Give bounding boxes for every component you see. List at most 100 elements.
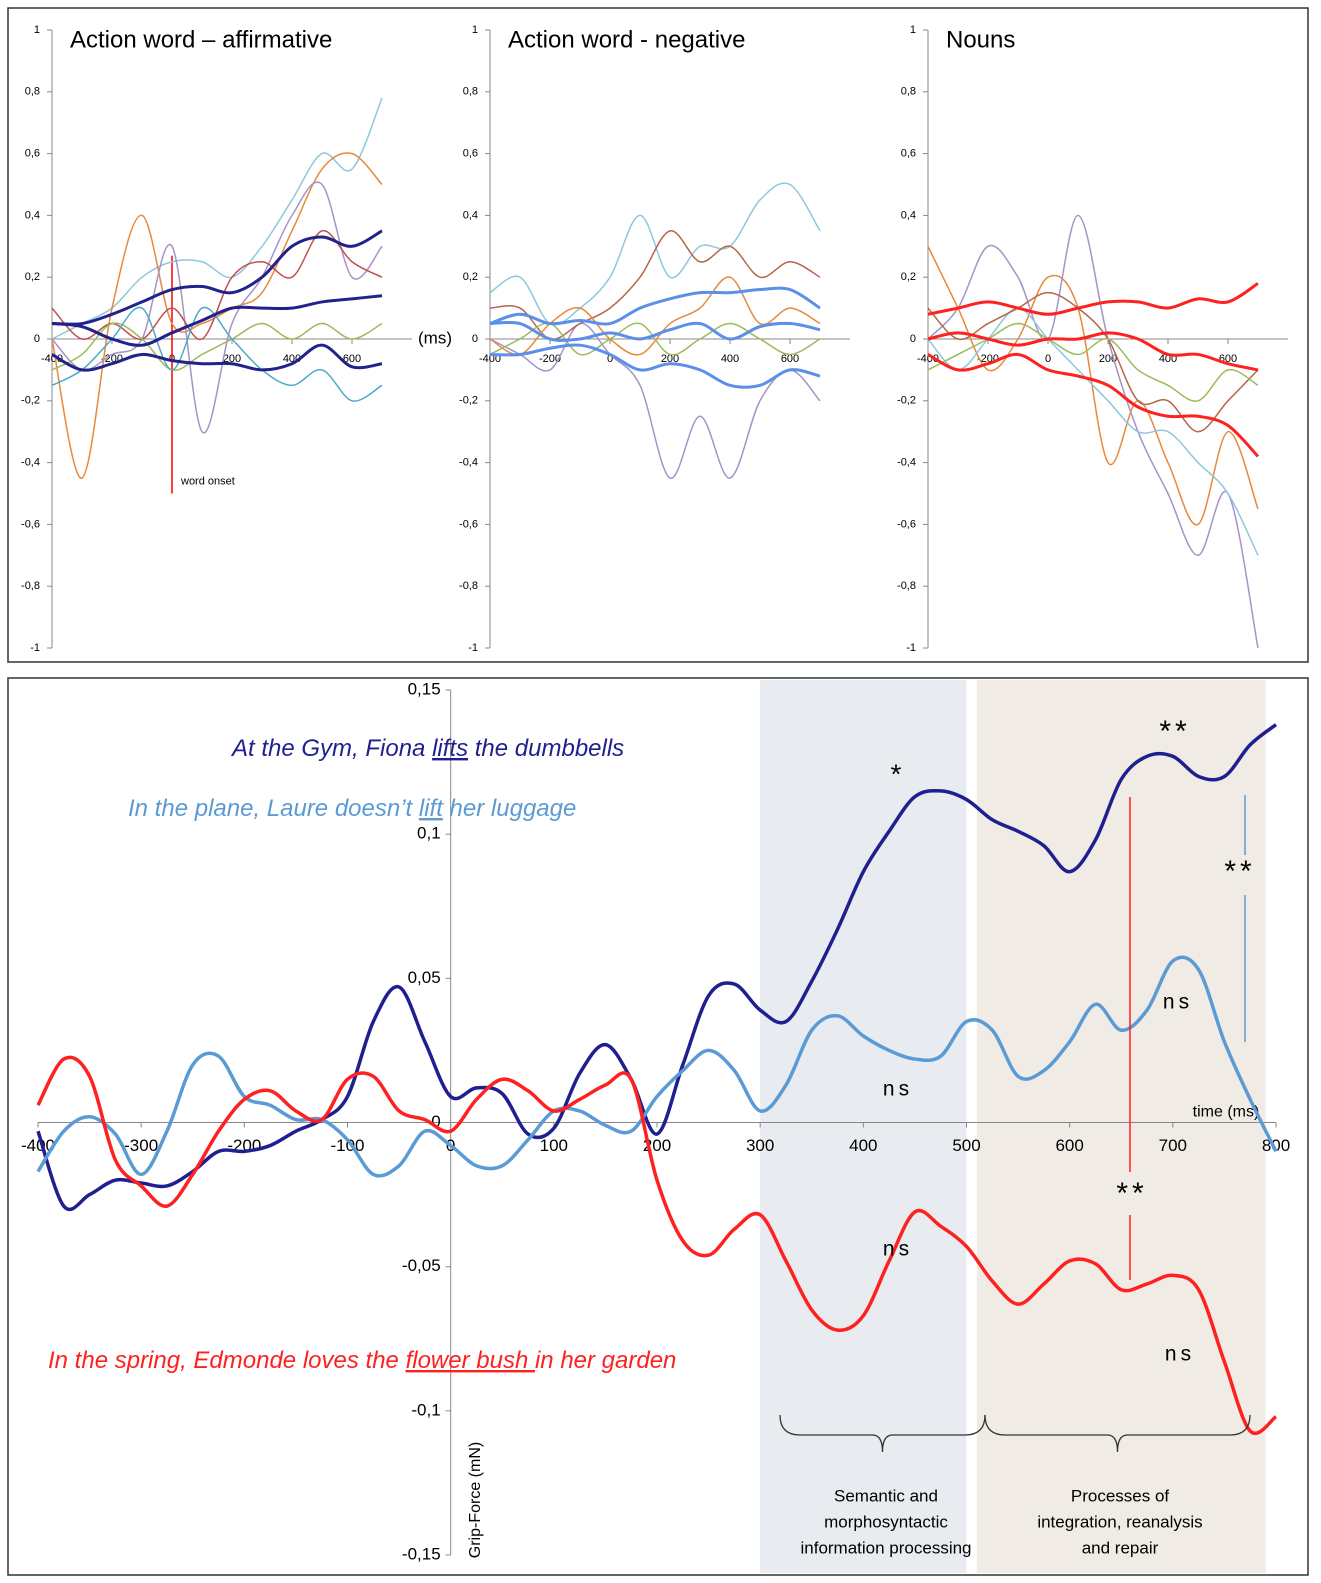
series-line bbox=[489, 276, 821, 356]
series-line bbox=[51, 343, 383, 372]
x-axis-label: time (ms) bbox=[1193, 1104, 1260, 1121]
annotation: ns bbox=[1165, 1343, 1195, 1366]
y-tick-label: 0,2 bbox=[901, 271, 916, 283]
annotation: ** bbox=[1224, 855, 1255, 888]
x-tick-label: -400 bbox=[41, 353, 63, 365]
y-tick-label: -0,1 bbox=[411, 1400, 440, 1419]
y-tick-label: 1 bbox=[472, 24, 478, 36]
series-line bbox=[927, 245, 1259, 526]
series-line bbox=[927, 282, 1259, 316]
y-tick-label: -0,2 bbox=[897, 395, 916, 407]
region-label: and repair bbox=[1082, 1538, 1159, 1557]
annotation: ns bbox=[1163, 991, 1193, 1014]
y-tick-label: 0,4 bbox=[25, 209, 40, 221]
y-tick-label: 0 bbox=[910, 333, 916, 345]
y-tick-label: 0,6 bbox=[463, 148, 478, 160]
y-tick-label: -0,2 bbox=[21, 395, 40, 407]
x-tick-label: -300 bbox=[124, 1136, 158, 1155]
series-line bbox=[51, 181, 383, 434]
x-tick-label: 800 bbox=[1262, 1136, 1290, 1155]
y-tick-label: 0,4 bbox=[901, 209, 916, 221]
chart-title: Action word – affirmative bbox=[70, 26, 332, 53]
series-line bbox=[927, 214, 1259, 649]
x-tick-label: 600 bbox=[1055, 1136, 1083, 1155]
y-tick-label: -0,6 bbox=[21, 518, 40, 530]
x-tick-label: 200 bbox=[223, 353, 241, 365]
y-tick-label: 1 bbox=[34, 24, 40, 36]
x-tick-label: 500 bbox=[952, 1136, 980, 1155]
x-tick-label: -200 bbox=[539, 353, 561, 365]
sentence-part: her luggage bbox=[443, 795, 576, 822]
series-line bbox=[489, 343, 821, 389]
sentence-part: the dumbbells bbox=[468, 735, 624, 762]
sentence-part: lifts bbox=[432, 735, 468, 762]
y-tick-label: 0,6 bbox=[25, 148, 40, 160]
y-tick-label: -0,05 bbox=[402, 1256, 441, 1275]
x-tick-label: 0 bbox=[1045, 353, 1051, 365]
y-tick-label: 0,2 bbox=[463, 271, 478, 283]
x-unit-label: (ms) bbox=[418, 328, 452, 347]
series-line bbox=[51, 322, 383, 371]
x-tick-label: 100 bbox=[540, 1136, 568, 1155]
y-tick-label: -0,6 bbox=[459, 518, 478, 530]
annotation: ** bbox=[1159, 715, 1190, 748]
series-line bbox=[51, 229, 383, 326]
series-line bbox=[51, 306, 383, 402]
sentence: At the Gym, Fiona lifts the dumbbells bbox=[230, 735, 624, 762]
y-tick-label: -0,4 bbox=[21, 457, 40, 469]
y-tick-label: 1 bbox=[910, 24, 916, 36]
x-tick-label: 200 bbox=[661, 353, 679, 365]
region-label: Semantic and bbox=[834, 1486, 938, 1505]
series-line bbox=[51, 97, 383, 340]
series-line bbox=[927, 331, 1259, 372]
y-tick-label: -0,15 bbox=[402, 1544, 441, 1563]
y-tick-label: -1 bbox=[468, 642, 478, 654]
y-tick-label: 0,6 bbox=[901, 148, 916, 160]
series-line bbox=[36, 723, 1278, 1212]
region-label: integration, reanalysis bbox=[1037, 1512, 1202, 1531]
y-tick-label: -0,6 bbox=[897, 518, 916, 530]
series-line bbox=[927, 291, 1259, 433]
y-tick-label: -1 bbox=[906, 642, 916, 654]
series-line bbox=[927, 352, 1260, 458]
shaded-region bbox=[976, 680, 1266, 1573]
y-tick-label: -0,8 bbox=[21, 580, 40, 592]
x-tick-label: -400 bbox=[21, 1136, 55, 1155]
y-tick-label: 0,8 bbox=[901, 86, 916, 98]
sentence-part: lift bbox=[419, 795, 444, 822]
series-line bbox=[489, 322, 821, 479]
series-line bbox=[51, 294, 383, 347]
y-tick-label: -0,8 bbox=[897, 580, 916, 592]
sentence: In the spring, Edmonde loves the flower … bbox=[48, 1347, 676, 1374]
series-line bbox=[36, 1055, 1278, 1435]
brace bbox=[779, 1414, 986, 1453]
y-tick-label: 0 bbox=[472, 333, 478, 345]
sentence-part: in her garden bbox=[535, 1347, 676, 1374]
y-tick-label: 0,4 bbox=[463, 209, 478, 221]
brace bbox=[984, 1414, 1251, 1453]
y-tick-label: 0 bbox=[34, 333, 40, 345]
y-tick-label: 0,15 bbox=[408, 679, 441, 698]
region-label: information processing bbox=[800, 1538, 971, 1557]
sentence: In the plane, Laure doesn’t lift her lug… bbox=[128, 795, 576, 822]
y-tick-label: 0,8 bbox=[463, 86, 478, 98]
y-tick-label: 0 bbox=[431, 1112, 440, 1131]
annotation: ns bbox=[883, 1078, 913, 1101]
series-line bbox=[927, 322, 1259, 402]
y-axis-label: Grip-Force (mN) bbox=[467, 1442, 484, 1558]
annotation: ** bbox=[1116, 1177, 1147, 1210]
x-tick-label: 600 bbox=[343, 353, 361, 365]
x-tick-label: 700 bbox=[1159, 1136, 1187, 1155]
x-tick-label: 600 bbox=[781, 353, 799, 365]
sentence-part: In the plane, Laure doesn’t bbox=[128, 795, 419, 822]
y-tick-label: -0,2 bbox=[459, 395, 478, 407]
chart-title: Action word - negative bbox=[508, 26, 745, 53]
sentence-part: In the spring, Edmonde loves the bbox=[48, 1347, 406, 1374]
series-line bbox=[489, 286, 821, 326]
x-tick-label: -400 bbox=[917, 353, 939, 365]
series-line bbox=[489, 320, 821, 342]
series-line bbox=[36, 955, 1278, 1178]
series-line bbox=[51, 152, 383, 479]
series-line bbox=[927, 307, 1259, 556]
